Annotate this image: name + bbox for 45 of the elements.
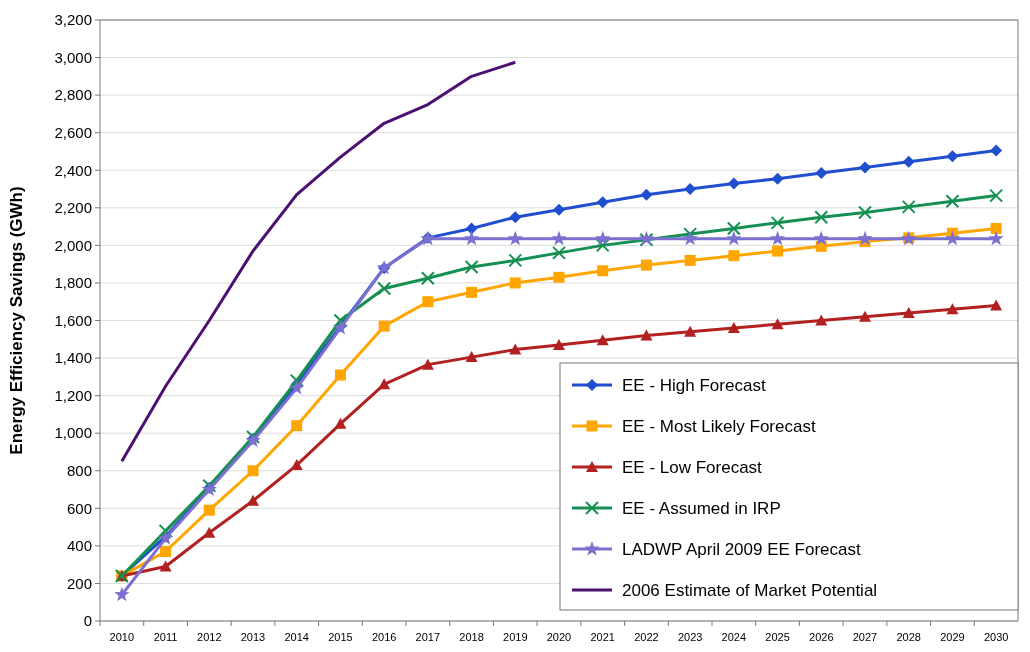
- legend-label: LADWP April 2009 EE Forecast: [622, 539, 862, 559]
- y-tick-label: 1,400: [54, 349, 92, 367]
- y-tick-label: 2,200: [54, 199, 92, 217]
- x-tick-label: 2016: [371, 631, 397, 643]
- y-tick-label: 400: [66, 537, 92, 555]
- x-tick-label: 2010: [109, 631, 135, 643]
- x-tick-label: 2013: [240, 631, 266, 643]
- x-tick-label: 2024: [721, 631, 747, 643]
- y-tick-label: 600: [66, 499, 92, 517]
- legend-label: EE - High Forecast: [622, 375, 766, 395]
- y-tick-label: 2,600: [54, 123, 92, 141]
- x-tick-label: 2027: [852, 631, 878, 643]
- y-tick-label: 0: [83, 612, 92, 630]
- y-tick-label: 2,000: [54, 236, 92, 254]
- x-tick-label: 2022: [634, 631, 659, 643]
- x-tick-label: 2029: [940, 631, 965, 643]
- x-tick-label: 2026: [809, 631, 834, 643]
- y-tick-label: 1,600: [54, 311, 92, 329]
- y-tick-label: 2,400: [54, 161, 92, 179]
- x-tick-label: 2021: [590, 631, 615, 643]
- y-tick-label: 800: [66, 462, 92, 479]
- y-tick-label: 1,800: [54, 274, 92, 292]
- x-tick-label: 2012: [197, 631, 222, 643]
- legend-label: EE - Low Forecast: [622, 457, 763, 477]
- x-tick-label: 2019: [503, 631, 528, 643]
- x-tick-label: 2018: [459, 631, 484, 643]
- y-axis-title: Energy Efficiency Savings (GWh): [7, 186, 26, 455]
- y-tick-label: 200: [66, 574, 92, 592]
- y-tick-label: 3,000: [54, 48, 92, 66]
- x-tick-label: 2014: [284, 631, 309, 643]
- x-tick-label: 2015: [328, 631, 353, 643]
- x-tick-label: 2025: [765, 631, 790, 643]
- x-tick-label: 2017: [415, 631, 441, 643]
- legend-label: EE - Assumed in IRP: [622, 498, 781, 518]
- y-tick-label: 1,000: [54, 424, 92, 442]
- legend-label: 2006 Estimate of Market Potential: [622, 580, 878, 600]
- x-tick-label: 2030: [983, 631, 1009, 643]
- legend-label: EE - Most Likely Forecast: [622, 416, 816, 436]
- x-tick-label: 2023: [677, 631, 703, 643]
- x-tick-label: 2020: [546, 631, 572, 643]
- x-tick-label: 2011: [153, 631, 178, 643]
- y-tick-label: 2,800: [54, 86, 92, 104]
- y-tick-label: 1,200: [54, 386, 92, 404]
- y-tick-label: 3,200: [54, 11, 92, 29]
- x-tick-label: 2028: [896, 631, 921, 643]
